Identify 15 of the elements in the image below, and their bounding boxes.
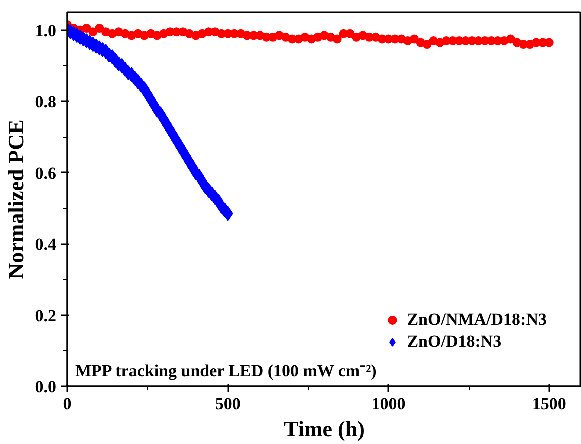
legend-label: ZnO/D18:N3 [407,332,502,352]
y-tick-label: 1.0 [35,21,56,40]
x-tick-label: 1000 [372,394,406,414]
y-tick-label: 0.4 [35,235,57,254]
annotation: MPP tracking under LED (100 mW cm⁻²) [76,362,377,380]
x-tick-label: 1500 [532,394,566,414]
y-tick-label: 0.8 [35,92,56,112]
y-tick-label: 0.0 [35,378,56,396]
x-axis-title: Time (h) [284,416,365,442]
x-tick-label: 0 [63,394,72,414]
legend-label: ZnO/NMA/D18:N3 [407,310,547,330]
y-tick-label: 0.6 [35,164,56,183]
y-tick-label: 0.2 [35,306,56,326]
y-axis-title: Normalized PCE [3,120,28,280]
x-tick-label: 500 [215,394,241,414]
